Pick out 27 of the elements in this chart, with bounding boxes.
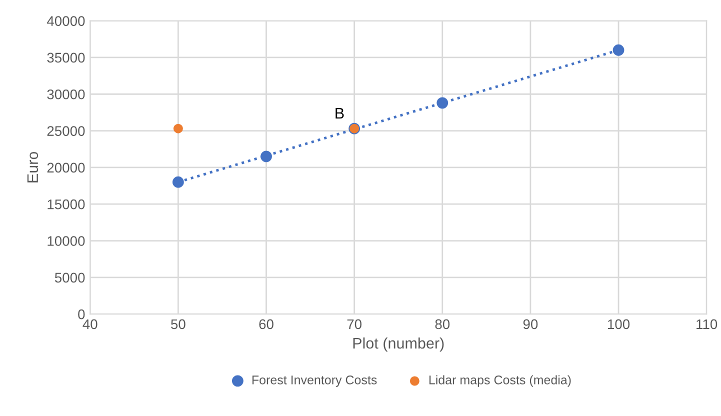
x-tick-label: 110: [696, 319, 718, 330]
y-tick-label: 25000: [47, 126, 85, 136]
y-tick-label: 10000: [48, 236, 85, 246]
x-tick-label: 50: [171, 319, 186, 330]
y-tick-label: 15000: [48, 199, 85, 210]
x-tick-label: 70: [347, 319, 362, 330]
x-tick-label: 60: [259, 319, 274, 330]
y-tick-label: 40000: [46, 16, 85, 26]
annotation: B: [336, 108, 344, 118]
legend-label: Forest Inventory Costs: [252, 376, 377, 387]
x-tick-label: 40: [82, 319, 98, 330]
y-tick-label: 0: [78, 309, 85, 320]
y-tick-label: 35000: [47, 52, 85, 63]
y-axis-title: Euro: [27, 152, 38, 182]
x-tick-label: 80: [435, 319, 450, 330]
point: [436, 97, 448, 109]
x-tick-label: 90: [523, 319, 538, 330]
y-tick-label: 20000: [47, 162, 85, 173]
y-tick-label: 30000: [47, 89, 85, 100]
point: [173, 124, 183, 134]
x-tick-label: 100: [608, 319, 630, 330]
legend-label: Lidar maps Costs (media): [429, 375, 571, 387]
point: [172, 176, 184, 188]
y-tick-label: 5000: [54, 272, 85, 283]
point: [260, 150, 272, 162]
point: [612, 44, 624, 56]
x-axis-title: Plot (number): [353, 337, 444, 352]
